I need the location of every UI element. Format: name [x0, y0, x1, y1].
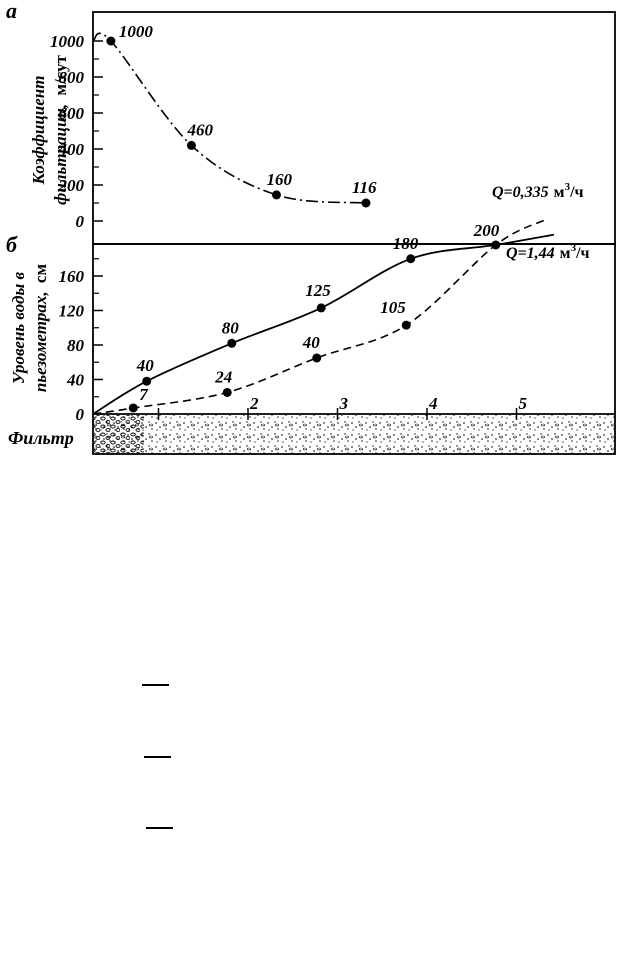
- panel-b-ytick-label-160: 160: [59, 267, 85, 286]
- panel-b-ytick-label-80: 80: [67, 336, 85, 355]
- panel-b-xtick-label-4: 4: [428, 394, 438, 413]
- panel-b-ytick-label-40: 40: [66, 371, 85, 390]
- panel-b-point: [312, 353, 322, 363]
- panel-b-ylabel-line2: пьезометрах,: [31, 291, 50, 392]
- panel-b-point: [227, 338, 237, 348]
- panel-b-ytick-label-120: 120: [59, 302, 85, 321]
- panel-a-data-label: 460: [186, 120, 213, 139]
- filter-sand-texture: [94, 415, 614, 453]
- panel-a-letter: а: [6, 0, 17, 23]
- panel-a-series-line: [92, 32, 367, 204]
- panel-a-ytick-label-1000: 1000: [50, 32, 85, 51]
- fraction-bar-1: [142, 684, 169, 686]
- panel-a-ytick-label-0: 0: [76, 212, 85, 231]
- panel-b-xtick-label-3: 3: [339, 394, 349, 413]
- panel-b-data-label: 125: [305, 281, 331, 300]
- panel-b-point: [222, 387, 232, 397]
- panel-b-series-dashed-line: [92, 219, 546, 415]
- fraction-bar-2: [144, 756, 171, 758]
- panel-b-data-label: 180: [393, 234, 419, 253]
- panel-a-data-label: 160: [266, 170, 292, 189]
- panel-b-point: [316, 303, 326, 313]
- panel-a-ylabel-line1: Коэффициент: [29, 76, 48, 186]
- panel-b-data-label: 7: [139, 385, 149, 404]
- panel-b-letter: б: [6, 232, 18, 257]
- panel-b-xtick-label-5: 5: [519, 394, 528, 413]
- legend-q-0335: Q=0,335 м3/ч: [492, 181, 584, 201]
- panel-b-ylabel-line1: Уровень воды в: [9, 271, 28, 384]
- legend-q-144: Q=1,44 м3/ч: [506, 242, 590, 262]
- panel-b-data-label: 24: [214, 367, 232, 386]
- panel-a-point: [361, 198, 371, 208]
- panel-b-data-label: 80: [222, 318, 240, 337]
- panel-a-data-label: 1000: [119, 22, 153, 41]
- fraction-bar-3: [146, 827, 173, 829]
- filter-gravel-texture: [94, 415, 144, 453]
- panel-b-data-label: 40: [302, 333, 321, 352]
- filter-label: Фильтр: [8, 428, 74, 448]
- panel-b-point: [401, 320, 411, 330]
- panel-b-data-label: 105: [380, 298, 406, 317]
- panel-a-ytick-label-800: 800: [59, 68, 85, 87]
- panel-a-data-label: 116: [352, 178, 377, 197]
- panel-b-data-label: 40: [136, 356, 155, 375]
- panel-a-ylabel-unit: м/сут: [51, 55, 70, 96]
- panel-b-data-label: 200: [473, 221, 500, 240]
- panel-b-point: [406, 254, 416, 264]
- panel-a-ytick-label-600: 600: [59, 104, 85, 123]
- panel-b-point: [128, 403, 138, 413]
- svg-text:Коэффициент: Коэффициент: [29, 76, 48, 186]
- panel-b-ylabel-unit: см: [31, 264, 50, 284]
- panel-b-point: [142, 376, 152, 386]
- chart-marks: 0 200 400 600 800 1000 1000 460 160 116 0 40 80 120 16…: [50, 22, 555, 424]
- panel-a-ytick-label-400: 400: [58, 140, 85, 159]
- svg-text:Уровень воды в: Уровень воды в: [9, 271, 28, 384]
- panel-a-ylabel-line2: фильтрации,: [51, 104, 70, 205]
- panel-a-point: [186, 140, 196, 150]
- panel-b-ytick-label-0: 0: [76, 405, 85, 424]
- svg-text:пьезометрах, см: пьезометрах, см: [31, 264, 50, 393]
- panel-a-point: [271, 190, 281, 200]
- panel-a-point: [106, 36, 116, 46]
- panel-b-series-solid-line: [92, 233, 555, 415]
- panel-b-frame: [92, 243, 616, 455]
- panel-a-ytick-label-200: 200: [58, 176, 85, 195]
- svg-text:фильтрации, м/сут: фильтрации, м/сут: [51, 55, 70, 205]
- panel-a-frame: [92, 11, 616, 245]
- panel-b-xtick-label-2: 2: [249, 394, 259, 413]
